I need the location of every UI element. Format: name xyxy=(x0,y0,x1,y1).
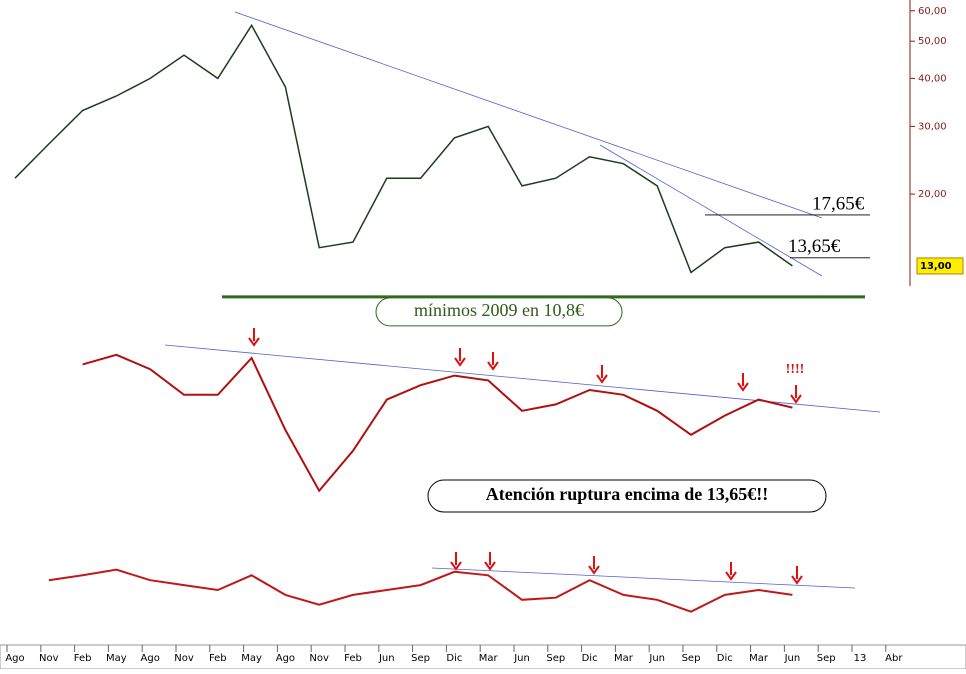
annotation: Atención ruptura encima de 13,65€!! xyxy=(486,484,768,504)
x-tick-label: May xyxy=(241,653,262,664)
x-tick-label: Jun xyxy=(378,653,395,664)
trend-line xyxy=(431,567,856,589)
x-tick-label: Sep xyxy=(817,653,836,664)
x-tick-label: Jun xyxy=(513,653,530,664)
x-tick-label: Mar xyxy=(479,653,499,664)
x-tick-label: 13 xyxy=(854,653,867,664)
x-tick-label: Ago xyxy=(141,653,160,664)
x-tick-label: Mar xyxy=(749,653,769,664)
x-tick-label: Dic xyxy=(446,653,462,664)
price-line xyxy=(14,23,793,274)
x-tick-label: Mar xyxy=(614,653,634,664)
price-tag-label: 13,00 xyxy=(920,261,952,272)
trend-line xyxy=(599,144,823,277)
support-label: mínimos 2009 en 10,8€ xyxy=(414,300,584,320)
x-tick-label: Nov xyxy=(39,653,59,664)
x-tick-label: Jun xyxy=(784,653,801,664)
x-tick-label: Feb xyxy=(74,653,92,664)
level-label: 17,65€ xyxy=(812,193,865,214)
x-tick-label: Dic xyxy=(582,653,598,664)
arrows xyxy=(248,328,803,585)
x-tick-label: Sep xyxy=(682,653,701,664)
annotation-box xyxy=(427,479,827,513)
x-tick-label: Feb xyxy=(344,653,362,664)
x-tick-label: Ago xyxy=(276,653,295,664)
level-label: 13,65€ xyxy=(788,236,841,257)
x-tick-label: Dic xyxy=(717,653,733,664)
y-tick-label: 40,00 xyxy=(918,73,947,84)
indicator-line xyxy=(82,353,793,493)
trend-line xyxy=(234,11,823,219)
x-tick-label: Feb xyxy=(209,653,227,664)
x-tick-label: Abr xyxy=(885,653,903,664)
support-box xyxy=(375,297,623,327)
y-tick-label: 20,00 xyxy=(918,189,947,200)
indicator-line xyxy=(48,568,793,613)
price-tag xyxy=(916,257,964,275)
x-tick-label: Nov xyxy=(174,653,194,664)
x-tick-label: Sep xyxy=(411,653,430,664)
y-tick-label: 60,00 xyxy=(918,6,947,17)
y-tick-label: 30,00 xyxy=(918,121,947,132)
x-tick-label: Sep xyxy=(546,653,565,664)
x-tick-label: Nov xyxy=(309,653,329,664)
annotation: !!!! xyxy=(786,362,805,377)
x-tick-label: May xyxy=(106,653,127,664)
x-tick-label: Ago xyxy=(5,653,24,664)
y-tick-label: 50,00 xyxy=(918,36,947,47)
x-tick-label: Jun xyxy=(648,653,665,664)
